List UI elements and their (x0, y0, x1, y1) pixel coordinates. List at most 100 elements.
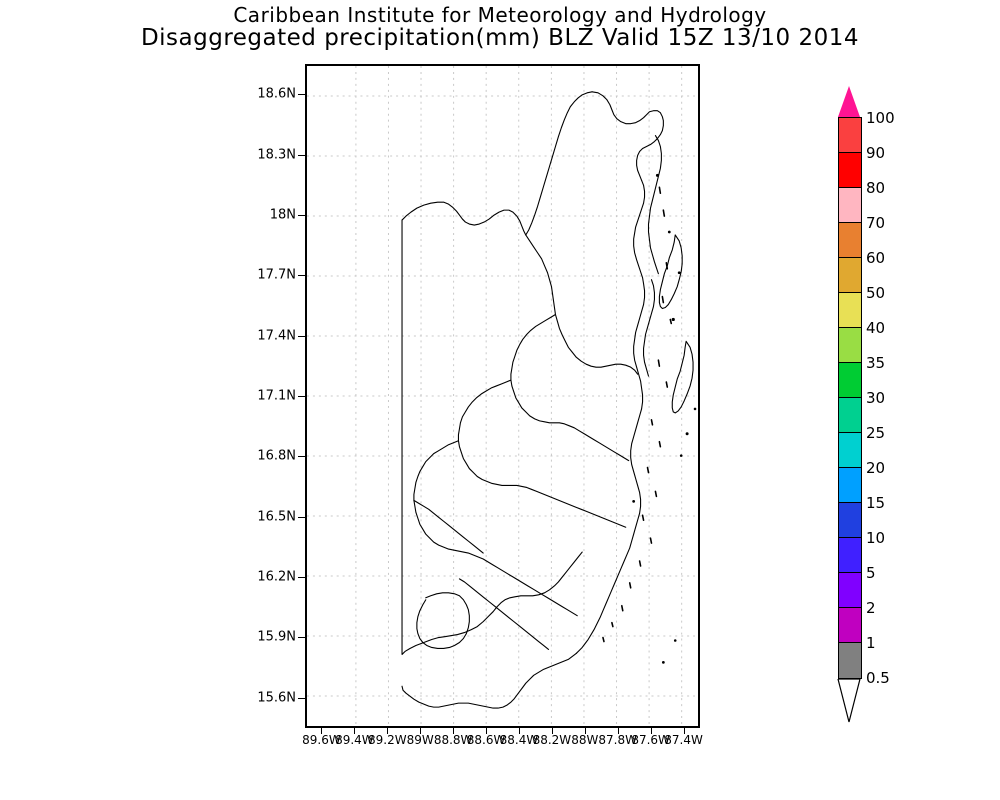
y-axis-tick-label: 16.8N (257, 448, 296, 464)
central-coast (575, 179, 646, 654)
y-axis-tick-mark (298, 214, 305, 216)
map-gridlines (307, 66, 698, 726)
colorbar-tick-label: 0.5 (866, 669, 890, 687)
y-axis-tick-mark (298, 275, 305, 277)
colorbar-band (839, 293, 861, 328)
y-axis-tick-mark (298, 697, 305, 699)
x-axis-tick-mark (453, 728, 455, 734)
colorbar-tick-label: 20 (866, 459, 886, 477)
x-axis-tick-label: 89.2W (367, 733, 407, 747)
x-axis-tick-label: 89W (406, 733, 434, 747)
colorbar-band (839, 188, 861, 223)
x-axis-tick-mark (650, 728, 652, 734)
north-coast (591, 91, 664, 181)
y-axis-tick-label: 15.6N (257, 690, 296, 706)
colorbar-band (839, 398, 861, 433)
y-axis-tick-mark (298, 456, 305, 458)
x-axis-tick-label: 88.2W (532, 733, 572, 747)
colorbar-tick-label: 35 (866, 354, 886, 372)
colorbar-band (839, 608, 861, 643)
colorbar-tick-label: 30 (866, 389, 886, 407)
colorbar-tick-label: 50 (866, 284, 886, 302)
colorbar-band (839, 433, 861, 468)
x-axis-tick-label: 89.4W (335, 733, 374, 747)
south-coast (401, 652, 577, 709)
colorbar-band (839, 643, 861, 678)
caye-caulker (643, 279, 655, 377)
colorbar-tick-label: 40 (866, 319, 886, 337)
colorbar-tick-label: 10 (866, 529, 886, 547)
y-axis-tick-label: 16.2N (257, 569, 296, 585)
x-axis-tick-label: 89.6W (302, 733, 341, 747)
colorbar-band (839, 503, 861, 538)
district-boundary-5 (413, 499, 484, 554)
colorbar-tick-label: 1 (866, 634, 876, 652)
x-axis-tick-label: 88.6W (466, 733, 506, 747)
precipitation-colorbar (837, 86, 862, 731)
turneffe-atoll (658, 234, 683, 310)
y-axis-tick-label: 15.9N (257, 629, 296, 645)
colorbar-bottom-arrow (837, 679, 861, 723)
district-boundary-2 (510, 313, 630, 462)
colorbar-tick-label: 5 (866, 564, 876, 582)
x-axis-tick-label: 87.4W (664, 733, 703, 747)
x-axis-tick-label: 88.4W (499, 733, 539, 747)
colorbar-tick-label: 80 (866, 179, 886, 197)
x-axis-tick-mark (387, 728, 389, 734)
y-axis-tick-label: 17.1N (257, 388, 296, 404)
colorbar-band (839, 118, 861, 153)
x-axis-tick-mark (354, 728, 356, 734)
x-axis-tick-mark (420, 728, 422, 734)
x-axis-tick-mark (551, 728, 553, 734)
x-axis-tick-mark (683, 728, 685, 734)
x-axis-tick-mark (617, 728, 619, 734)
y-axis-tick-label: 16.5N (257, 509, 296, 525)
colorbar-tick-label: 25 (866, 424, 886, 442)
colorbar-band (839, 223, 861, 258)
y-axis-tick-label: 18.6N (257, 86, 296, 102)
mexico-border (401, 91, 593, 236)
colorbar-top-arrow (838, 86, 860, 117)
district-boundary-7 (416, 592, 470, 650)
colorbar-tick-label: 100 (866, 109, 895, 127)
x-axis-tick-label: 88W (571, 733, 599, 747)
x-axis-tick-mark (486, 728, 488, 734)
district-boundary-6 (458, 578, 550, 651)
y-axis-tick-mark (298, 396, 305, 397)
y-axis-tick-label: 18N (269, 207, 296, 223)
colorbar-band (839, 538, 861, 573)
y-axis-tick-mark (298, 94, 305, 96)
colorbar-band (839, 328, 861, 363)
lighthouse-reef (671, 340, 694, 414)
scattered-cayes (602, 186, 673, 643)
district-boundary-4 (413, 440, 578, 617)
x-axis-tick-label: 87.6W (631, 733, 670, 747)
title-block: Caribbean Institute for Meteorology and … (0, 4, 1000, 51)
y-axis-tick-mark (298, 637, 305, 639)
x-axis-tick-mark (584, 728, 586, 734)
offshore-islets (632, 173, 697, 664)
colorbar-band (839, 573, 861, 608)
national-border-outline (401, 219, 583, 655)
y-axis-tick-label: 17.4N (257, 328, 296, 344)
y-axis-tick-mark (298, 577, 305, 579)
belize-coastline-map (401, 91, 697, 709)
page-title: Disaggregated precipitation(mm) BLZ Vali… (140, 25, 860, 51)
y-axis-tick-mark (298, 335, 305, 337)
ambergris-caye (647, 135, 662, 275)
x-axis-tick-label: 88.8W (433, 733, 473, 747)
y-axis-tick-mark (298, 516, 305, 518)
colorbar-band (839, 363, 861, 398)
y-axis-tick-label: 17.7N (257, 267, 296, 283)
district-boundary-1 (525, 234, 639, 375)
colorbar-tick-label: 2 (866, 599, 876, 617)
x-axis-tick-mark (321, 728, 323, 734)
district-boundary-3 (457, 379, 627, 528)
colorbar-band (839, 258, 861, 293)
y-axis-tick-mark (298, 154, 305, 156)
colorbar-band (839, 153, 861, 188)
y-axis-tick-label: 18.3N (257, 147, 296, 163)
x-axis-tick-label: 87.8W (598, 733, 637, 747)
colorbar-bands (838, 117, 862, 679)
